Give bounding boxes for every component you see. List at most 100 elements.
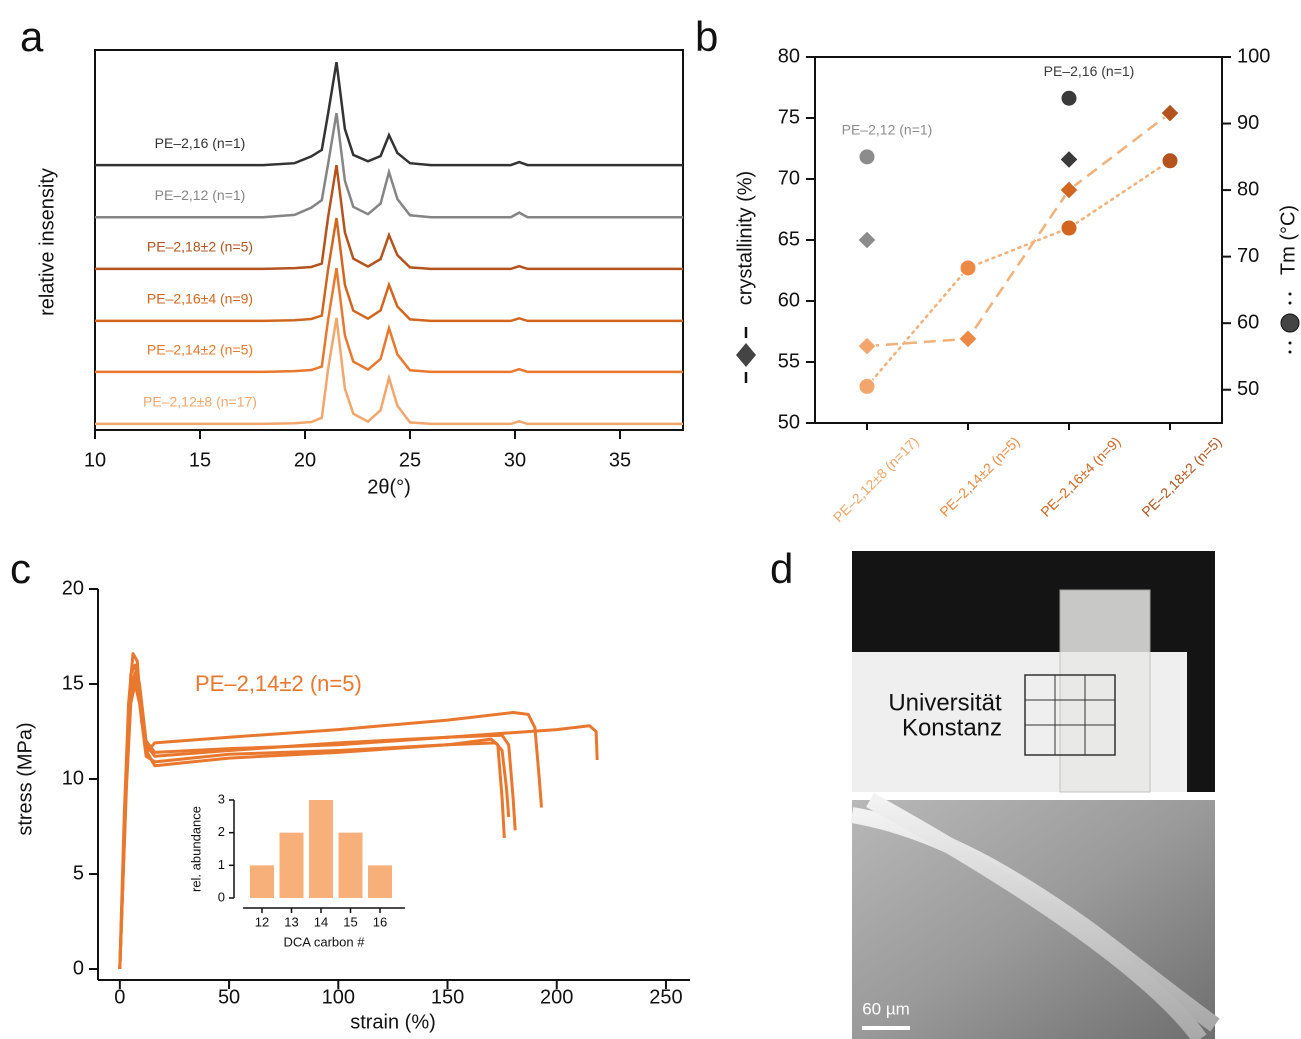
stress-strain-curve <box>118 671 517 970</box>
series-label: PE–2,12 (n=1) <box>155 187 246 203</box>
diamond-marker <box>1059 180 1079 200</box>
y-axis-label: relative insensity <box>36 168 58 316</box>
bar <box>279 832 304 898</box>
xrd-curve <box>95 61 683 167</box>
y-tick-label: 50 <box>778 411 800 433</box>
annotation: PE–2,12 (n=1) <box>842 122 933 138</box>
x-tick-label: 15 <box>189 449 211 471</box>
y-tick-label: 20 <box>62 577 84 599</box>
x-tick-label: 0 <box>114 986 125 1008</box>
panel-label: a <box>20 13 44 60</box>
x-tick-label: 20 <box>294 449 316 471</box>
x-tick-label: 12 <box>255 914 269 929</box>
axis-symbol <box>736 327 756 383</box>
stress-strain-curve <box>118 682 511 970</box>
stress-strain-curve <box>118 663 599 970</box>
y-axis-label: crystallinity (%) <box>734 171 756 305</box>
x-tick-label: PE–2,18±2 (n=5) <box>1138 433 1224 519</box>
y-tick-label: 10 <box>62 767 84 789</box>
x-tick-label: 250 <box>649 986 682 1008</box>
annotation: PE–2,16 (n=1) <box>1044 63 1135 79</box>
plot-frame <box>94 49 684 431</box>
x-tick-label: 13 <box>284 914 298 929</box>
diamond-marker <box>857 230 877 250</box>
bar <box>368 865 392 898</box>
series-label: PE–2,18±2 (n=5) <box>147 239 253 255</box>
y-tick-label: 15 <box>62 672 84 694</box>
y2-tick-label: 50 <box>1237 378 1259 400</box>
x-tick-label: 35 <box>609 449 631 471</box>
y2-tick-label: 90 <box>1237 112 1259 134</box>
diamond-marker <box>857 336 877 356</box>
photo: Universität Konstanz <box>852 551 1215 793</box>
x-tick-label: 50 <box>218 986 240 1008</box>
x-tick-label: 15 <box>343 914 357 929</box>
panel-label: c <box>10 545 31 592</box>
x-tick-label: PE–2,14±2 (n=5) <box>936 433 1022 519</box>
y-tick-label: 3 <box>218 791 225 806</box>
y-axis-label: rel. abundance <box>188 806 203 892</box>
bar <box>338 832 363 898</box>
y2-tick-label: 60 <box>1237 311 1259 333</box>
x-axis-label: DCA carbon # <box>284 934 366 949</box>
xrd-curve <box>95 112 683 219</box>
y2-tick-label: 80 <box>1237 178 1259 200</box>
photo-text: Universität <box>888 689 1002 716</box>
y2-tick-label: 100 <box>1237 45 1270 67</box>
y-axis-label: stress (MPa) <box>14 722 36 835</box>
x-tick-label: PE–2,16±4 (n=9) <box>1037 433 1123 519</box>
x-tick-label: PE–2,12±8 (n=17) <box>830 433 922 525</box>
series-label: PE–2,16 (n=1) <box>155 135 246 151</box>
y-tick-label: 2 <box>218 824 225 839</box>
y-tick-label: 80 <box>778 45 800 67</box>
x-tick-label: 200 <box>540 986 573 1008</box>
bar <box>309 800 333 898</box>
series-label: PE–2,16±4 (n=9) <box>147 291 253 307</box>
diamond-marker <box>1160 103 1180 123</box>
y-tick-label: 70 <box>778 167 800 189</box>
circle-marker <box>959 259 977 277</box>
circle-marker <box>1161 152 1179 170</box>
y-tick-label: 1 <box>218 857 225 872</box>
y2-tick-label: 70 <box>1237 245 1259 267</box>
x-tick-label: 16 <box>373 914 387 929</box>
xrd-curve <box>95 317 683 426</box>
series-label: PE–2,12±8 (n=17) <box>143 394 257 410</box>
xrd-curve <box>95 267 683 374</box>
axis-symbol <box>1280 292 1300 354</box>
circle-marker <box>858 148 876 166</box>
y-tick-label: 5 <box>73 862 84 884</box>
trend-line <box>866 112 1171 348</box>
y-tick-label: 55 <box>778 350 800 372</box>
diamond-marker <box>958 329 978 349</box>
photo-text: Konstanz <box>902 714 1002 741</box>
xrd-curve <box>95 217 683 323</box>
trend-line <box>865 159 1172 388</box>
y2-axis-label: Tm (°C) <box>1277 205 1299 275</box>
series-label: PE–2,14±2 (n=5) <box>147 342 253 358</box>
y-tick-label: 65 <box>778 228 800 250</box>
annotation: PE–2,14±2 (n=5) <box>195 671 362 696</box>
panel-label: b <box>695 13 718 60</box>
x-axis-label: 2θ(°) <box>367 476 411 498</box>
x-tick-label: 30 <box>504 449 526 471</box>
x-tick-label: 150 <box>431 986 464 1008</box>
circle-marker <box>858 377 876 395</box>
y-tick-label: 0 <box>73 957 84 979</box>
x-tick-label: 100 <box>322 986 355 1008</box>
xrd-curve <box>95 164 683 271</box>
circle-marker <box>1060 89 1078 107</box>
x-axis-label: strain (%) <box>350 1011 436 1033</box>
y-tick-label: 75 <box>778 106 800 128</box>
panel-label: d <box>770 545 793 592</box>
y-tick-label: 60 <box>778 289 800 311</box>
bar <box>250 865 274 898</box>
x-tick-label: 14 <box>314 914 328 929</box>
x-tick-label: 25 <box>399 449 421 471</box>
scale-bar-label: 60 µm <box>862 999 910 1018</box>
sem-image: 60 µm <box>850 793 1220 1039</box>
diamond-marker <box>1059 149 1079 170</box>
x-tick-label: 10 <box>84 449 106 471</box>
circle-marker <box>1060 219 1078 237</box>
